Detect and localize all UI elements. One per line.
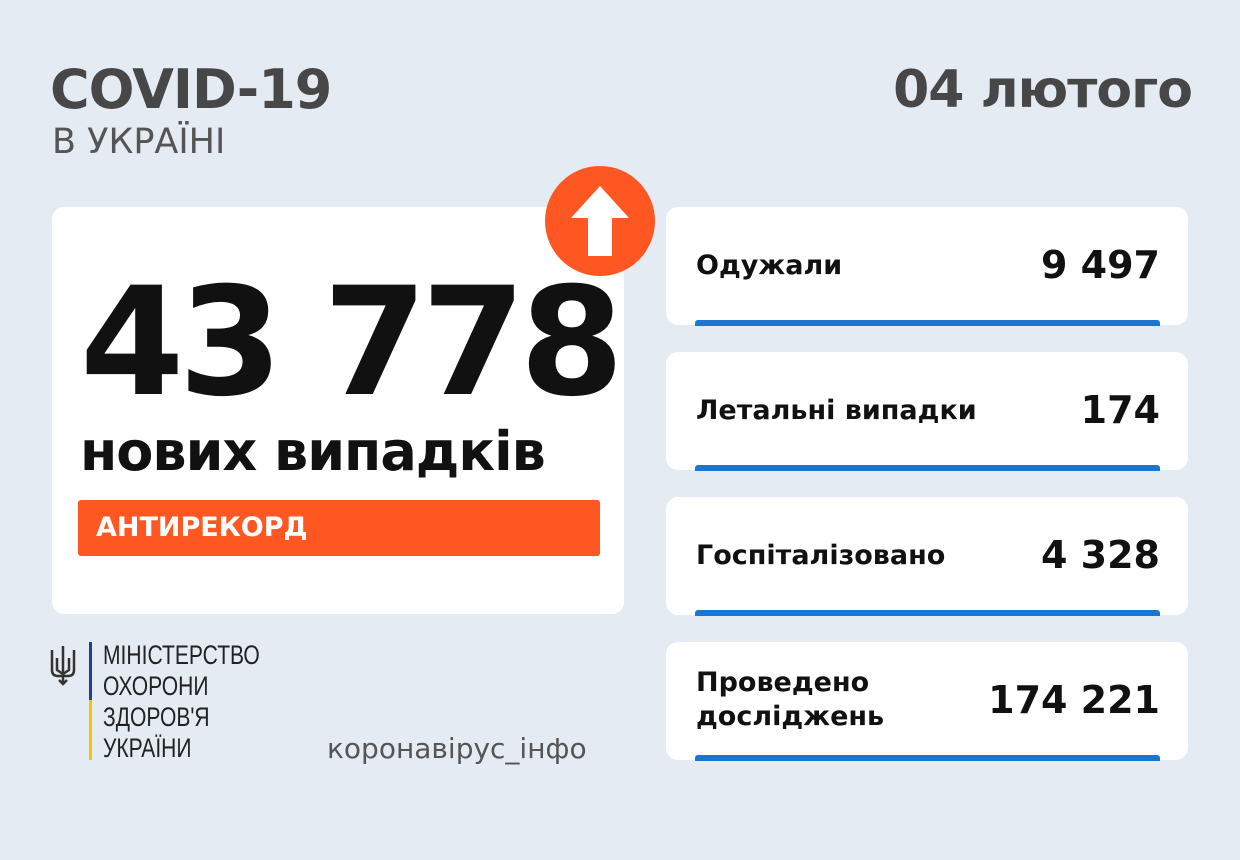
stat-bar [695,320,1160,326]
ministry-line: ЗДОРОВ'Я [103,702,210,732]
stat-value: 4 328 [1041,533,1160,577]
flag-blue-line [89,642,92,700]
stat-card-hospitalized: Госпіталізовано 4 328 [666,497,1188,616]
stat-value: 174 221 [988,678,1160,722]
stat-card-recovered: Одужали 9 497 [666,207,1188,326]
page-subtitle: В УКРАЇНІ [52,122,226,162]
stat-bar [695,465,1160,471]
page-title: COVID-19 [50,58,332,121]
ministry-line: УКРАЇНИ [103,733,192,763]
stat-value: 9 497 [1041,243,1160,287]
ministry-logo-text: МІНІСТЕРСТВО ОХОРОНИ ЗДОРОВ'Я УКРАЇНИ [103,640,260,764]
stat-label: Госпіталізовано [696,540,946,571]
ministry-line: ОХОРОНИ [103,671,209,701]
stat-bar [695,755,1160,761]
stat-bar [695,610,1160,616]
stat-card-tests: Проведено досліджень 174 221 [666,642,1188,761]
stat-label: Летальні випадки [696,395,977,426]
stat-label: Проведено досліджень [696,667,885,732]
stat-card-deaths: Летальні випадки 174 [666,352,1188,471]
date-label: 04 лютого [893,60,1193,120]
site-label: коронавірус_інфо [327,732,587,765]
stat-value: 174 [1080,388,1160,432]
new-cases-count: 43 778 [80,256,624,430]
flag-yellow-line [89,700,92,760]
ministry-line: МІНІСТЕРСТВО [103,640,260,670]
trident-icon [49,644,77,690]
new-cases-label: нових випадків [80,420,546,483]
record-badge: АНТИРЕКОРД [78,500,600,556]
arrow-up-icon [545,166,655,276]
stat-label: Одужали [696,250,843,281]
